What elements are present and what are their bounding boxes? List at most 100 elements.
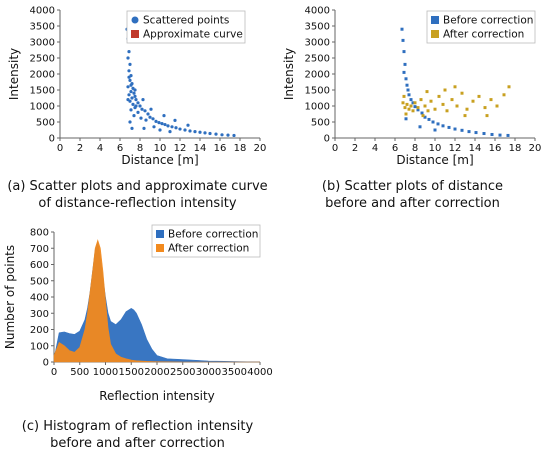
caption-b-line-1: (b) Scatter plots of distance bbox=[321, 179, 504, 194]
chart-a-point bbox=[140, 107, 144, 111]
chart-b-point bbox=[495, 104, 499, 108]
chart-a-point bbox=[166, 124, 170, 128]
chart-a-point bbox=[173, 118, 177, 122]
chart-c-y-tick-label: 600 bbox=[30, 260, 49, 271]
chart-c-x-tick-label: 0 bbox=[51, 367, 57, 378]
chart-b-point bbox=[402, 70, 406, 74]
chart-c-y-tick-label: 400 bbox=[30, 293, 49, 304]
chart-a-point bbox=[127, 69, 131, 73]
chart-b-point bbox=[482, 132, 486, 136]
chart-c-x-tick-label: 4000 bbox=[247, 367, 272, 378]
chart-b-point bbox=[409, 98, 413, 102]
chart-b-legend-label: Before correction bbox=[443, 15, 533, 27]
chart-b-point bbox=[465, 107, 469, 111]
chart-b-point bbox=[404, 77, 408, 81]
chart-b: 0 500 1000 1500 2000 2500 3000 3500 4000 0 2 4 6 8 10 1… bbox=[282, 6, 541, 168]
chart-b-legend-marker bbox=[431, 16, 439, 24]
chart-a-point bbox=[129, 90, 133, 94]
chart-b-point bbox=[436, 122, 440, 126]
chart-a-point bbox=[174, 126, 178, 130]
chart-a-x-tick-label: 0 bbox=[57, 143, 63, 154]
chart-a-point bbox=[149, 107, 153, 111]
chart-b-x-tick-label: 12 bbox=[449, 143, 462, 154]
chart-a-point bbox=[129, 83, 133, 87]
chart-b-point bbox=[431, 120, 435, 124]
chart-b-point bbox=[423, 115, 427, 119]
chart-a-point bbox=[157, 121, 161, 125]
chart-b-point bbox=[409, 104, 413, 108]
chart-a-point bbox=[134, 104, 138, 108]
chart-a-point bbox=[136, 101, 140, 105]
chart-a-point bbox=[193, 130, 197, 134]
chart-a-point bbox=[143, 109, 147, 113]
chart-a-x-tick-label: 2 bbox=[77, 143, 83, 154]
chart-b-point bbox=[443, 88, 447, 92]
chart-a-point bbox=[141, 98, 145, 102]
chart-b-point bbox=[433, 107, 437, 111]
chart-b-point bbox=[437, 94, 441, 98]
chart-b-point bbox=[403, 62, 407, 66]
chart-b-y-tick-label: 3500 bbox=[305, 22, 330, 33]
chart-b-y-tick-label: 4000 bbox=[305, 6, 330, 17]
chart-a-point bbox=[133, 88, 137, 92]
chart-a-y-tick-label: 2500 bbox=[30, 54, 55, 65]
chart-c-y-title: Number of points bbox=[3, 245, 17, 349]
chart-a-point bbox=[126, 56, 130, 60]
chart-a-y-tick-label: 1000 bbox=[30, 102, 55, 113]
chart-a-x-tick-label: 14 bbox=[194, 143, 207, 154]
chart-a-x-title: Distance [m] bbox=[121, 153, 198, 167]
chart-b-point bbox=[441, 124, 445, 128]
chart-b-point bbox=[460, 128, 464, 132]
caption-c-line-1: (c) Histogram of reflection intensity bbox=[21, 419, 254, 434]
chart-b-point bbox=[411, 101, 415, 105]
chart-a-x-tick-label: 12 bbox=[174, 143, 187, 154]
chart-b-point bbox=[407, 107, 411, 111]
chart-b-y-tick-label: 2000 bbox=[305, 70, 330, 81]
chart-b-legend-marker bbox=[431, 30, 439, 38]
chart-b-point bbox=[463, 114, 467, 118]
chart-a-point bbox=[127, 93, 131, 97]
chart-a-point bbox=[126, 98, 130, 102]
chart-a-point bbox=[220, 133, 224, 137]
chart-a-x-tick-label: 6 bbox=[117, 143, 123, 154]
chart-a-point bbox=[127, 50, 131, 54]
chart-a-point bbox=[128, 120, 132, 124]
chart-a-point bbox=[128, 78, 132, 82]
chart-b-point bbox=[471, 99, 475, 103]
chart-b-y-tick-label: 1500 bbox=[305, 86, 330, 97]
chart-b-point bbox=[429, 99, 433, 103]
chart-b-point bbox=[416, 106, 420, 110]
chart-c-x-tick-label: 2500 bbox=[170, 367, 195, 378]
caption-a: (a) Scatter plots and approximate curve … bbox=[0, 178, 275, 212]
chart-b-point bbox=[445, 109, 449, 113]
chart-b-point bbox=[502, 93, 506, 97]
chart-c-series-1 bbox=[53, 239, 260, 363]
chart-b-point bbox=[402, 50, 406, 54]
chart-b-point bbox=[489, 98, 493, 102]
chart-c-legend-marker bbox=[156, 230, 164, 238]
chart-a-legend bbox=[126, 10, 246, 44]
chart-b-x-tick-label: 2 bbox=[352, 143, 358, 154]
chart-b-point bbox=[507, 85, 511, 89]
chart-b-point bbox=[404, 117, 408, 121]
chart-a-point bbox=[126, 85, 130, 89]
chart-a-point bbox=[132, 114, 136, 118]
chart-b-y-title: Intensity bbox=[282, 48, 296, 100]
chart-b-y-tick-label: 2500 bbox=[305, 54, 330, 65]
chart-c-y-tick-label: 800 bbox=[30, 228, 49, 239]
chart-a-y-tick-label: 500 bbox=[36, 118, 55, 129]
chart-c-y-tick-label: 200 bbox=[30, 325, 49, 336]
chart-b-point bbox=[420, 111, 424, 115]
chart-b-point bbox=[425, 90, 429, 94]
chart-a-y-tick-label: 3000 bbox=[30, 38, 55, 49]
chart-b-point bbox=[447, 125, 451, 129]
chart-b-legend-label: After correction bbox=[443, 29, 524, 41]
chart-c-x-tick-label: 3500 bbox=[222, 367, 247, 378]
chart-c-x-tick-label: 1500 bbox=[119, 367, 144, 378]
chart-b-point bbox=[421, 114, 425, 118]
chart-b-point bbox=[498, 133, 502, 137]
caption-c: (c) Histogram of reflection intensity be… bbox=[0, 418, 275, 452]
chart-b-y-tick-label: 3000 bbox=[305, 38, 330, 49]
chart-b-y-tick-label: 0 bbox=[324, 134, 330, 145]
chart-a-point bbox=[136, 110, 140, 114]
